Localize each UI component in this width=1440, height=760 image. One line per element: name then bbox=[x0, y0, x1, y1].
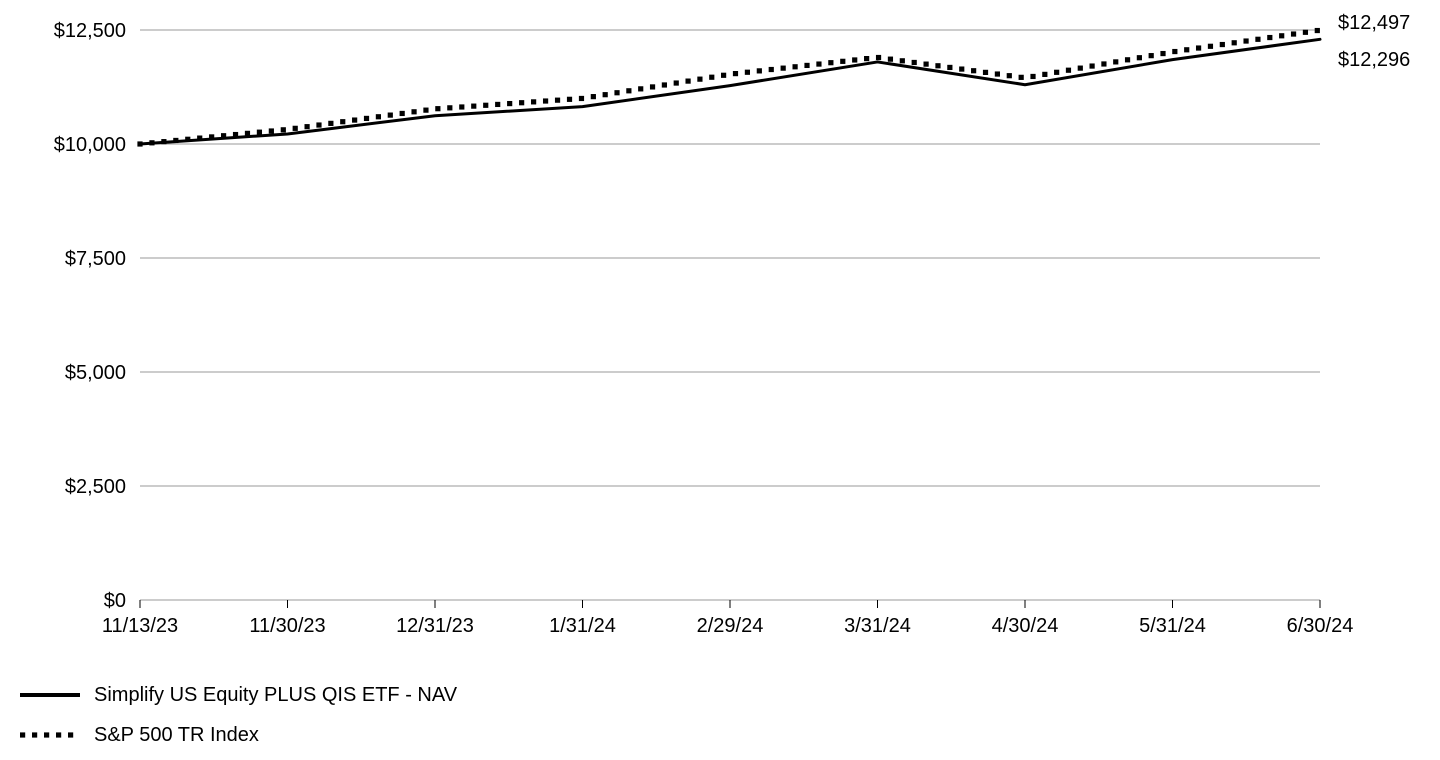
legend-item: Simplify US Equity PLUS QIS ETF - NAV bbox=[20, 680, 457, 710]
chart-svg: $0 $2,500 $5,000 $7,500 $10,000 $12,500 11/13/… bbox=[0, 0, 1440, 744]
svg-text:$7,500: $7,500 bbox=[65, 248, 126, 270]
growth-chart: $0 $2,500 $5,000 $7,500 $10,000 $12,500 11/13/… bbox=[0, 0, 1440, 744]
svg-text:5/31/24: 5/31/24 bbox=[1139, 615, 1206, 637]
svg-text:$12,500: $12,500 bbox=[54, 20, 126, 42]
legend-label: Simplify US Equity PLUS QIS ETF - NAV bbox=[94, 684, 457, 707]
svg-text:2/29/24: 2/29/24 bbox=[697, 615, 764, 637]
svg-text:1/31/24: 1/31/24 bbox=[549, 615, 616, 637]
legend-swatch bbox=[20, 685, 80, 705]
series-end-label: $12,497 bbox=[1338, 12, 1410, 35]
svg-text:11/30/23: 11/30/23 bbox=[249, 615, 325, 637]
legend-item: S&P 500 TR Index bbox=[20, 720, 457, 750]
svg-text:6/30/24: 6/30/24 bbox=[1287, 615, 1354, 637]
svg-text:$2,500: $2,500 bbox=[65, 476, 126, 498]
svg-text:3/31/24: 3/31/24 bbox=[844, 615, 911, 637]
svg-text:11/13/23: 11/13/23 bbox=[102, 615, 178, 637]
chart-legend: Simplify US Equity PLUS QIS ETF - NAV S&P… bbox=[20, 680, 457, 760]
svg-text:12/31/23: 12/31/23 bbox=[396, 615, 474, 637]
legend-swatch bbox=[20, 725, 80, 745]
svg-text:4/30/24: 4/30/24 bbox=[992, 615, 1059, 637]
svg-text:$10,000: $10,000 bbox=[54, 134, 126, 156]
legend-label: S&P 500 TR Index bbox=[94, 724, 259, 747]
svg-text:$5,000: $5,000 bbox=[65, 362, 126, 384]
series-end-label: $12,296 bbox=[1338, 49, 1410, 72]
svg-text:$0: $0 bbox=[104, 590, 126, 612]
